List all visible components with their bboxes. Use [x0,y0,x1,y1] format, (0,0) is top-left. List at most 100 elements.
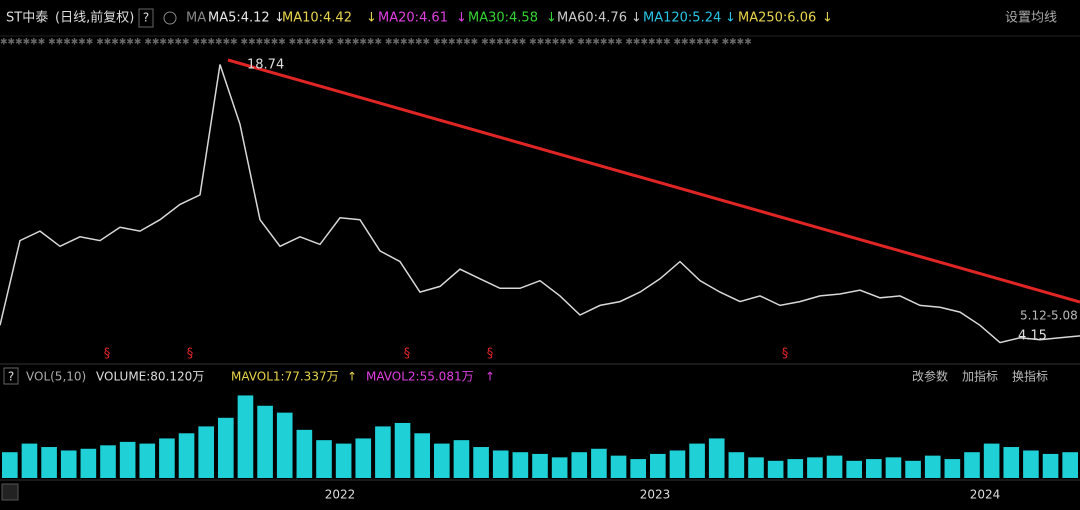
volume-bar [434,443,450,478]
volume-bar [532,453,548,478]
volume-bar [41,447,57,478]
volume-bar [139,443,156,478]
stock-title: ST中泰 [6,11,48,26]
volume-bar [591,448,607,478]
button[interactable]: 加指标 [962,369,998,384]
volume-bar [375,426,391,478]
ma-arrow: ↓ [546,11,557,26]
help[interactable]: ? [143,11,149,25]
ma-arrow: ↓ [456,11,467,26]
x-label: 2022 [325,488,356,502]
ma-value: MA60:4.76 [557,11,627,26]
volume-bar [159,438,175,478]
help-box[interactable] [3,367,19,385]
event-marker[interactable]: § [187,347,194,362]
volume-bar [414,433,430,478]
volume-bar [650,453,666,478]
settings-icon[interactable] [163,11,177,25]
ma-value: MA120:5.24 [643,11,721,26]
ma-value: MA10:4.42 [282,11,352,26]
ma-value: MA5:4.12 [208,11,270,26]
volume-bar [787,459,804,478]
event-marker[interactable]: § [782,347,789,362]
event-marker[interactable]: § [104,347,111,362]
volume-bar [708,438,725,478]
volume-bar [846,460,862,478]
volume-bar [1023,450,1039,478]
ma-arrow: ↓ [822,11,833,26]
help[interactable]: ? [8,370,14,384]
volume-bar [983,443,1000,478]
annotation: 18.74 [247,58,284,73]
volume-bar [944,459,961,478]
ma-arrow: ↓ [366,11,377,26]
volume-bar [237,395,254,478]
mavol1: MAVOL1:77.337万 [231,370,339,384]
volume-bar [767,460,784,478]
event-marker[interactable]: § [404,347,411,362]
volume-bar [394,422,411,478]
volume-bar [1042,453,1059,478]
ma-value: MA30:4.58 [468,11,538,26]
x-label: 2024 [970,488,1001,502]
ma-arrow: ↓ [631,11,642,26]
ma-arrow: ↓ [274,11,285,26]
ma-label: MA [186,11,206,26]
volume-bar [571,452,588,478]
volume-bar [218,417,234,478]
button[interactable]: 改参数 [912,369,948,384]
volume-bar [257,405,273,478]
volume-bar [866,459,882,478]
volume-bar [119,441,136,478]
mavol2-arrow: ↑ [485,370,495,384]
volume-bar [964,452,980,478]
volume-bar [669,450,686,478]
settings-button[interactable]: 设置均线 [1005,11,1057,26]
volume-bar [178,433,195,478]
volume-bar [355,438,372,478]
price-line [0,64,1080,344]
ma-value: MA250:6.06 [738,11,816,26]
volume-bar [905,460,921,478]
volume-bar [100,445,116,478]
mavol1-arrow: ↑ [347,370,357,384]
volume-bar [689,443,705,478]
volume-bar [1062,452,1078,478]
volume-bar [60,450,77,478]
volume-bar [2,452,18,478]
volume-bar [610,455,627,478]
volume-bar [1003,447,1020,478]
volume-bar [335,443,352,478]
volume-bar [512,452,529,478]
annotation: 5.12-5.08 [1020,309,1078,323]
obscured-row: ✱✱✱✱✱✱ ✱✱✱✱✱✱ ✱✱✱✱✱✱ ✱✱✱✱✱✱ ✱✱✱✱✱✱ ✱✱✱✱✱… [0,38,752,48]
volume-bar [807,457,823,478]
volume-bar [453,440,470,478]
volume-bar [296,429,313,478]
volume-bar [826,455,843,478]
volume-bar [630,459,646,478]
trend-line [227,58,1080,304]
volume-bar [728,452,745,478]
volume-bar [924,455,941,478]
event-marker[interactable]: § [487,347,494,362]
vol-value: VOLUME:80.120万 [96,370,204,384]
button[interactable]: 换指标 [1012,369,1048,384]
volume-bar [492,450,509,478]
x-label: 2023 [640,488,671,502]
volume-bar [198,426,214,478]
volume-bar [473,447,489,478]
scroll-button[interactable] [1,483,19,501]
volume-bar [276,412,293,478]
volume-bar [80,448,97,478]
vol-name: VOL(5,10) [26,370,86,384]
ma-value: MA20:4.61 [378,11,448,26]
volume-bar [885,457,902,478]
volume-bar [316,440,332,478]
volume-bar [21,443,38,478]
mavol2: MAVOL2:55.081万 [366,370,474,384]
help-box[interactable] [138,8,154,28]
volume-bar [748,457,764,478]
